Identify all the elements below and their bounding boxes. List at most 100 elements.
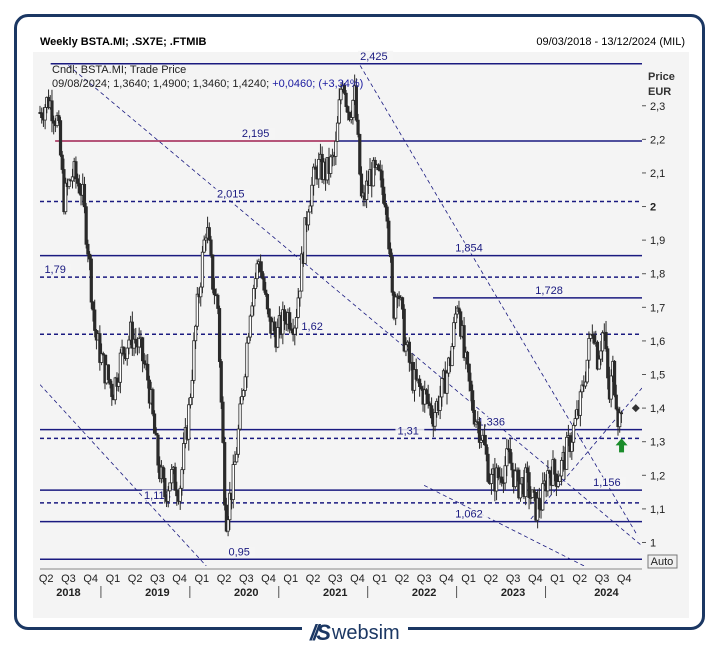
candle-body: [365, 180, 369, 200]
candle-body: [282, 309, 287, 322]
candle-body: [142, 360, 146, 365]
candle-body: [496, 467, 500, 479]
level-label: 1,79: [44, 264, 65, 276]
candle-body: [337, 99, 341, 124]
candle-body: [335, 122, 340, 142]
candle-body: [207, 227, 211, 241]
candle-body: [209, 239, 213, 256]
date-range: 09/03/2018 - 13/12/2024 (MIL): [536, 36, 685, 48]
candle-body: [373, 159, 377, 169]
candle-body: [469, 380, 473, 392]
candle-body: [152, 413, 157, 434]
candle-body: [200, 251, 205, 288]
candle-body: [134, 338, 138, 344]
candle-body: [527, 472, 531, 498]
year-label: 2024: [594, 587, 619, 599]
websim-logo-text: websim: [331, 621, 400, 644]
candle-body: [219, 361, 223, 403]
y-tick-label: 1,7: [650, 302, 665, 314]
candle-body: [402, 308, 406, 352]
ohlc-values: 09/08/2024; 1,3640; 1,4900; 1,3460; 1,42…: [52, 78, 272, 90]
trendline: [359, 65, 638, 536]
candle-body: [77, 182, 81, 194]
candle-body: [76, 178, 80, 184]
level-label-bg: [214, 188, 250, 200]
candle-body: [349, 117, 353, 121]
quarter-label: Q1: [550, 573, 565, 585]
candle-body: [604, 331, 608, 350]
candle-body: [418, 378, 422, 387]
candle-body: [154, 432, 158, 436]
candle-body: [240, 396, 244, 405]
last-value-marker: [631, 404, 640, 413]
level-label-bg: [142, 489, 178, 501]
candle-body: [597, 358, 601, 370]
quarter-label: Q3: [328, 573, 343, 585]
green-up-arrow-icon: [615, 438, 628, 453]
quarter-label: Q1: [372, 573, 387, 585]
websim-logo-icon: //S: [310, 620, 331, 645]
quarter-label: Q4: [439, 573, 454, 585]
candle-body: [503, 465, 507, 484]
candle-body: [260, 271, 264, 279]
candle-body: [204, 237, 208, 241]
candle-body: [281, 309, 285, 335]
candle-body: [404, 344, 408, 352]
quarter-label: Q1: [194, 573, 209, 585]
candle-body: [187, 404, 191, 440]
candle-body: [532, 489, 536, 493]
trendline: [40, 384, 207, 566]
candle-body: [224, 504, 228, 532]
candle-body: [233, 461, 237, 465]
quarter-label: Q4: [350, 573, 365, 585]
level-label-bg: [453, 508, 489, 520]
candle-body: [99, 353, 104, 363]
candle-body: [40, 112, 44, 119]
quarter-label: Q1: [283, 573, 298, 585]
candle-body: [537, 497, 541, 510]
quarter-label: Q3: [417, 573, 432, 585]
candle-body: [235, 453, 239, 463]
candle-body: [264, 289, 268, 295]
level-label-bg: [358, 50, 394, 62]
quarter-label: Q2: [572, 573, 587, 585]
candle-body: [199, 286, 203, 298]
candle-body: [289, 328, 293, 331]
candle-body: [525, 467, 529, 473]
candle-body: [294, 316, 299, 329]
candle-body: [429, 405, 434, 419]
candle-body: [93, 309, 97, 331]
quarter-label: Q4: [617, 573, 632, 585]
candle-body: [106, 364, 111, 380]
candle-body: [108, 379, 112, 385]
year-label: 2018: [56, 587, 80, 599]
candle-body: [618, 412, 622, 428]
level-label: 2,015: [217, 188, 245, 200]
quarter-label: Q1: [106, 573, 121, 585]
candle-body: [194, 325, 198, 342]
quarter-label: Q2: [217, 573, 232, 585]
quarter-label: Q3: [506, 573, 521, 585]
auto-button: [647, 554, 678, 569]
candle-body: [465, 351, 470, 365]
candle-body: [477, 421, 482, 443]
candle-body: [500, 476, 504, 483]
candle-body: [346, 106, 350, 113]
level-label: 1,156: [593, 477, 621, 489]
candle-body: [573, 418, 577, 426]
candle-body: [556, 481, 560, 487]
auto-button-label[interactable]: Auto: [651, 556, 674, 568]
candle-body: [334, 140, 338, 157]
candle-body: [484, 444, 488, 455]
candle-body: [248, 315, 252, 338]
year-label: 2021: [323, 587, 347, 599]
websim-logo: //S websim: [302, 620, 408, 646]
quarter-label: Q2: [39, 573, 54, 585]
candle-body: [190, 380, 194, 399]
level-label: 2,425: [360, 51, 388, 63]
candle-body: [329, 156, 333, 174]
change-value: +0,0460; (+3,34%): [272, 78, 363, 90]
quarter-label: Q2: [483, 573, 498, 585]
candle-body: [247, 336, 251, 344]
